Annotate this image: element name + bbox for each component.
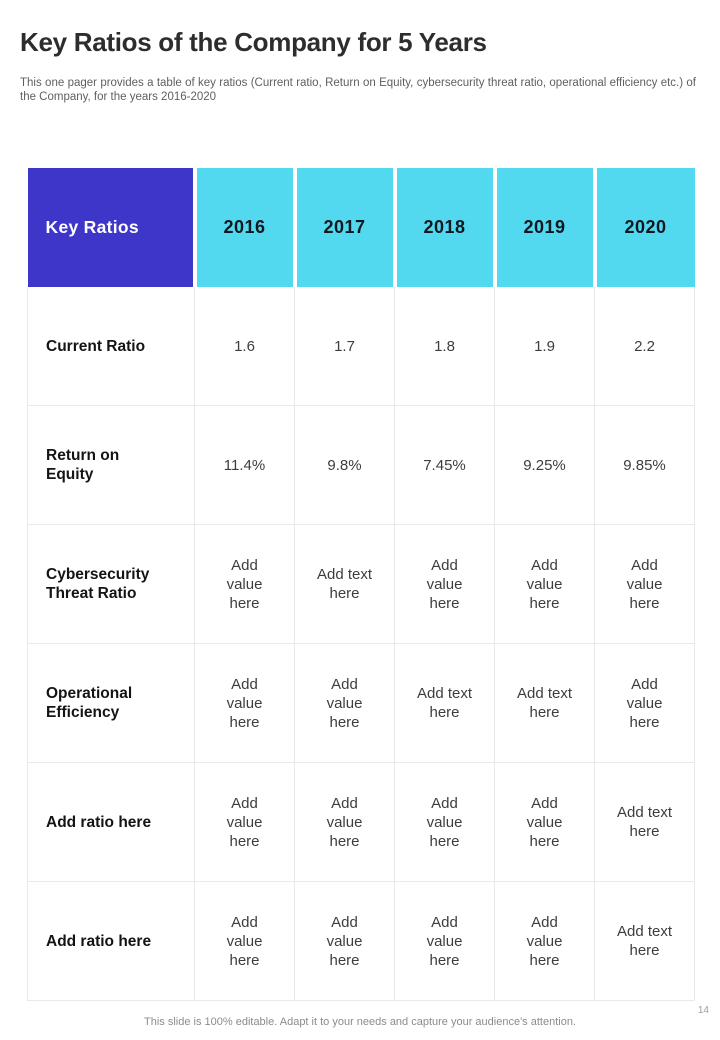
cell-value: 1.8 <box>394 287 495 406</box>
cell-placeholder: Add value here <box>194 643 295 763</box>
page-number: 14 <box>697 1005 709 1016</box>
cell-placeholder: Add value here <box>194 762 295 882</box>
cell-placeholder: Add value here <box>594 643 695 763</box>
key-ratios-table: Key Ratios 2016 2017 2018 2019 2020 Curr… <box>27 168 695 1001</box>
cell-placeholder: Add value here <box>294 881 395 1001</box>
cell-placeholder: Add text here <box>594 881 695 1001</box>
cell-placeholder: Add value here <box>394 762 495 882</box>
cell-placeholder: Add value here <box>394 524 495 644</box>
row-label-current-ratio: Current Ratio <box>27 287 195 406</box>
header-row: Key Ratios 2016 2017 2018 2019 2020 <box>27 168 695 287</box>
cell-placeholder: Add value here <box>194 524 295 644</box>
cell-value: 1.9 <box>494 287 595 406</box>
row-label-return-on-equity: Return on Equity <box>27 405 195 525</box>
row-label-cybersecurity-threat-ratio: Cybersecurity Threat Ratio <box>27 524 195 644</box>
year-header-2016: 2016 <box>192 168 295 287</box>
cell-placeholder: Add value here <box>394 881 495 1001</box>
year-header-2019: 2019 <box>492 168 595 287</box>
row-label-add-ratio-2: Add ratio here <box>27 881 195 1001</box>
cell-value: 9.25% <box>494 405 595 525</box>
cell-placeholder: Add value here <box>294 643 395 763</box>
table-row: Add ratio here Add value here Add value … <box>27 881 695 1001</box>
cell-value: 11.4% <box>194 405 295 525</box>
cell-placeholder: Add value here <box>294 762 395 882</box>
row-label-operational-efficiency: Operational Efficiency <box>27 643 195 763</box>
table-row: Current Ratio 1.6 1.7 1.8 1.9 2.2 <box>27 287 695 406</box>
table-row: Operational Efficiency Add value here Ad… <box>27 643 695 763</box>
cell-value: 9.85% <box>594 405 695 525</box>
cell-placeholder: Add value here <box>194 881 295 1001</box>
row-label-add-ratio-1: Add ratio here <box>27 762 195 882</box>
table-row: Add ratio here Add value here Add value … <box>27 762 695 882</box>
cell-placeholder: Add text here <box>294 524 395 644</box>
footer-note: This slide is 100% editable. Adapt it to… <box>144 1016 576 1028</box>
year-header-2018: 2018 <box>392 168 495 287</box>
cell-placeholder: Add text here <box>494 643 595 763</box>
table-row: Cybersecurity Threat Ratio Add value her… <box>27 524 695 644</box>
cell-value: 1.7 <box>294 287 395 406</box>
cell-placeholder: Add text here <box>594 762 695 882</box>
year-header-2017: 2017 <box>292 168 395 287</box>
cell-placeholder: Add value here <box>594 524 695 644</box>
cell-value: 9.8% <box>294 405 395 525</box>
cell-placeholder: Add value here <box>494 881 595 1001</box>
page-subtitle: This one pager provides a table of key r… <box>20 77 696 103</box>
cell-value: 7.45% <box>394 405 495 525</box>
table-row: Return on Equity 11.4% 9.8% 7.45% 9.25% … <box>27 405 695 525</box>
year-header-2020: 2020 <box>592 168 695 287</box>
corner-header-key-ratios: Key Ratios <box>27 168 195 287</box>
cell-placeholder: Add text here <box>394 643 495 763</box>
cell-placeholder: Add value here <box>494 524 595 644</box>
cell-placeholder: Add value here <box>494 762 595 882</box>
cell-value: 2.2 <box>594 287 695 406</box>
page-title: Key Ratios of the Company for 5 Years <box>20 27 487 57</box>
cell-value: 1.6 <box>194 287 295 406</box>
